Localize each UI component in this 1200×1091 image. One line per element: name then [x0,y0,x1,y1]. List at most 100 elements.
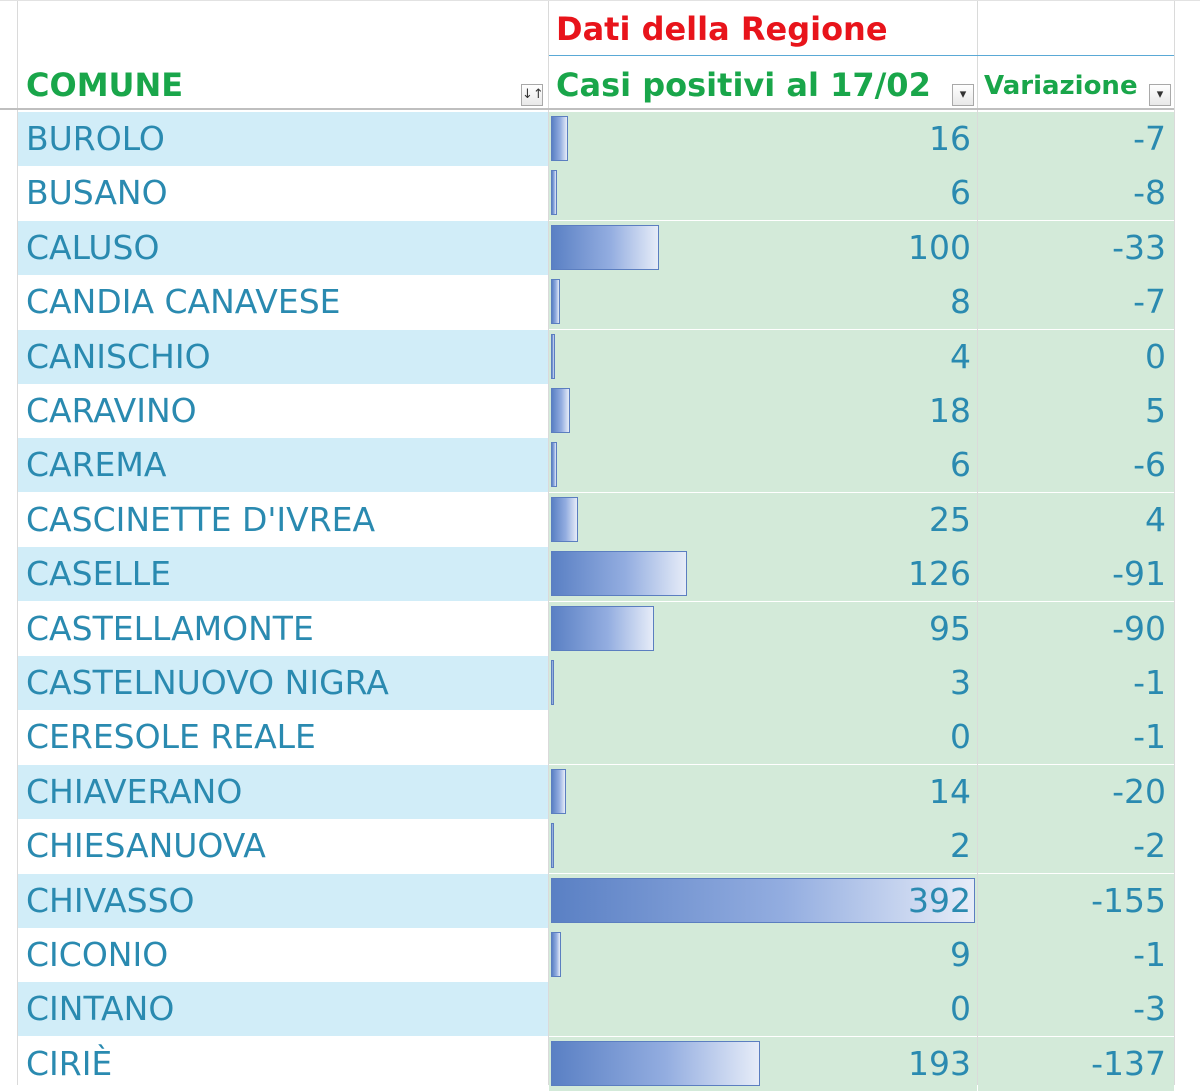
cell-comune[interactable]: CIRIÈ [26,1043,113,1083]
cell-comune[interactable]: CARAVINO [26,391,197,430]
cell-casi[interactable]: 18 [549,384,977,438]
table-row[interactable]: CAREMA 6 -6 [0,438,1200,493]
cell-variazione[interactable]: -6 [978,438,1174,493]
cell-casi[interactable]: 16 [549,112,977,166]
cell-variazione[interactable]: -137 [978,1036,1174,1091]
cell-variazione[interactable]: -3 [978,982,1174,1037]
cell-variazione[interactable]: -90 [978,601,1174,656]
cell-casi[interactable]: 0 [549,710,977,765]
table-row[interactable]: CHIAVERANO 14 -20 [0,764,1200,819]
cell-variazione[interactable]: -33 [978,220,1174,275]
data-bar [551,388,571,433]
cell-comune[interactable]: CANISCHIO [18,329,548,384]
cell-comune[interactable]: CASTELLAMONTE [26,608,314,648]
cell-casi[interactable]: 193 [549,1036,977,1091]
table-row[interactable]: CASCINETTE D'IVREA 25 4 [0,492,1200,547]
cell-comune[interactable]: CAREMA [18,438,548,493]
casi-value: 95 [929,608,971,648]
data-bar [551,333,556,379]
table-row[interactable]: BUROLO 16 -7 [0,112,1200,166]
cell-casi[interactable]: 6 [549,438,977,493]
table-row[interactable]: CINTANO 0 -3 [0,982,1200,1037]
table-row[interactable]: CASELLE 126 -91 [0,547,1200,602]
cell-comune[interactable]: CHIESANUOVA [26,826,266,866]
table-row[interactable]: CERESOLE REALE 0 -1 [0,710,1200,765]
cell-casi[interactable]: 14 [549,764,977,819]
cell-comune[interactable]: CALUSO [18,220,548,275]
cell-comune[interactable]: CANDIA CANAVESE [26,282,341,322]
cell-variazione[interactable]: -7 [978,112,1174,166]
casi-value: 9 [950,935,971,974]
casi-value: 4 [950,336,971,376]
data-bar [551,768,567,814]
cell-casi[interactable]: 2 [549,819,977,874]
group-header-rule [549,55,1174,56]
casi-value: 25 [929,499,971,539]
cell-variazione[interactable]: -1 [978,928,1174,982]
group-header[interactable]: Dati della Regione [556,10,888,48]
table-row[interactable]: CASTELLAMONTE 95 -90 [0,601,1200,656]
cell-comune[interactable]: CASTELNUOVO NIGRA [18,656,548,710]
cell-casi[interactable]: 0 [549,982,977,1037]
cell-variazione[interactable]: -1 [978,656,1174,710]
cell-casi[interactable]: 95 [549,601,977,656]
column-header-variazione[interactable]: Variazione [984,71,1138,101]
casi-value: 0 [950,717,971,757]
data-bar [551,605,654,651]
cell-variazione[interactable]: -1 [978,710,1174,765]
cell-variazione[interactable]: -20 [978,764,1174,819]
sort-filter-icon[interactable]: ↓↑ [521,84,544,106]
cell-variazione[interactable]: -7 [978,275,1174,330]
cell-variazione[interactable]: 0 [978,329,1174,384]
table-row[interactable]: CANISCHIO 4 0 [0,329,1200,384]
casi-value: 126 [908,554,971,594]
cell-casi[interactable]: 100 [549,220,977,275]
cell-comune[interactable]: CHIVASSO [18,873,548,928]
casi-value: 0 [950,989,971,1029]
casi-value: 16 [929,119,971,158]
casi-value: 6 [950,173,971,213]
cell-variazione[interactable]: 5 [978,384,1174,438]
data-bar [551,116,569,161]
cell-comune[interactable]: CICONIO [26,935,169,974]
data-bar [551,932,561,977]
cell-comune[interactable]: BUROLO [18,112,548,166]
table-row[interactable]: CASTELNUOVO NIGRA 3 -1 [0,656,1200,710]
cell-casi[interactable]: 4 [549,329,977,384]
cell-comune[interactable]: CINTANO [18,982,548,1037]
cell-comune[interactable]: CASELLE [18,547,548,602]
cell-comune[interactable]: CASCINETTE D'IVREA [26,499,376,539]
cell-comune[interactable]: CERESOLE REALE [26,717,316,757]
table-row[interactable]: CARAVINO 18 5 [0,384,1200,438]
cell-variazione[interactable]: -2 [978,819,1174,874]
data-bar [551,551,688,597]
data-bar [551,279,560,325]
cell-variazione[interactable]: 4 [978,492,1174,547]
cell-variazione[interactable]: -8 [978,166,1174,221]
cell-casi[interactable]: 25 [549,492,977,547]
cell-casi[interactable]: 9 [549,928,977,982]
table-row[interactable]: CANDIA CANAVESE 8 -7 [0,275,1200,330]
cell-variazione[interactable]: -91 [978,547,1174,602]
cell-casi[interactable]: 8 [549,275,977,330]
table-row[interactable]: BUSANO 6 -8 [0,166,1200,221]
data-bar [551,170,558,216]
cell-comune[interactable]: BUSANO [26,173,168,213]
cell-casi[interactable]: 6 [549,166,977,221]
table-row[interactable]: CALUSO 100 -33 [0,220,1200,275]
cell-casi[interactable]: 126 [549,547,977,602]
casi-value: 193 [908,1043,971,1083]
cell-variazione[interactable]: -155 [978,873,1174,928]
dropdown-filter-icon[interactable]: ▾ [952,84,974,106]
cell-casi[interactable]: 3 [549,656,977,710]
column-header-comune[interactable]: COMUNE [26,66,184,104]
cell-comune[interactable]: CHIAVERANO [18,764,548,819]
table-row[interactable]: CIRIÈ 193 -137 [0,1036,1200,1091]
cell-casi[interactable]: 392 [549,873,977,928]
column-header-casi[interactable]: Casi positivi al 17/02 [556,66,931,104]
dropdown-filter-icon[interactable]: ▾ [1149,84,1171,106]
table-row[interactable]: CHIVASSO 392 -155 [0,873,1200,928]
table-row[interactable]: CICONIO 9 -1 [0,928,1200,982]
table-row[interactable]: CHIESANUOVA 2 -2 [0,819,1200,874]
